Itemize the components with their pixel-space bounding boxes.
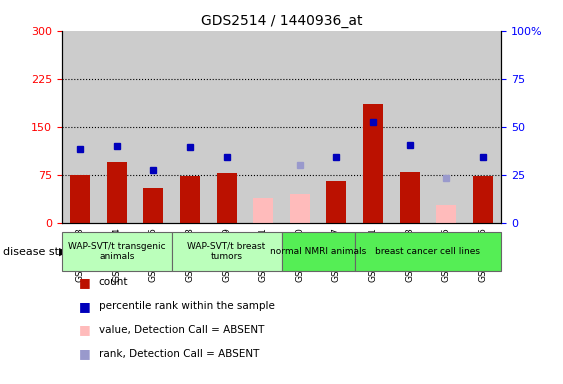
Text: ■: ■ bbox=[79, 323, 91, 336]
Bar bbox=[217, 173, 236, 223]
Bar bbox=[253, 199, 273, 223]
Bar bbox=[391, 31, 428, 223]
Text: WAP-SVT/t transgenic
animals: WAP-SVT/t transgenic animals bbox=[68, 242, 166, 261]
Text: rank, Detection Call = ABSENT: rank, Detection Call = ABSENT bbox=[99, 349, 259, 359]
Bar bbox=[436, 205, 456, 223]
Bar bbox=[172, 31, 208, 223]
Bar bbox=[327, 181, 346, 223]
Bar bbox=[62, 31, 99, 223]
Text: ■: ■ bbox=[79, 300, 91, 313]
Bar bbox=[363, 104, 383, 223]
Text: ■: ■ bbox=[79, 347, 91, 360]
Bar bbox=[208, 31, 245, 223]
Text: value, Detection Call = ABSENT: value, Detection Call = ABSENT bbox=[99, 325, 264, 335]
Bar bbox=[464, 31, 501, 223]
Bar bbox=[400, 172, 419, 223]
Text: count: count bbox=[99, 277, 128, 287]
Bar bbox=[70, 175, 90, 223]
Bar bbox=[428, 31, 464, 223]
Text: ■: ■ bbox=[79, 276, 91, 289]
Text: ▶: ▶ bbox=[59, 247, 67, 257]
Bar bbox=[107, 162, 127, 223]
Text: percentile rank within the sample: percentile rank within the sample bbox=[99, 301, 274, 311]
Bar bbox=[180, 176, 200, 223]
Text: breast cancer cell lines: breast cancer cell lines bbox=[376, 247, 480, 256]
Bar bbox=[473, 176, 493, 223]
Text: disease state: disease state bbox=[3, 247, 77, 257]
Bar bbox=[282, 31, 318, 223]
Title: GDS2514 / 1440936_at: GDS2514 / 1440936_at bbox=[201, 14, 362, 28]
Bar bbox=[135, 31, 172, 223]
Bar bbox=[99, 31, 135, 223]
Bar bbox=[245, 31, 282, 223]
Text: WAP-SVT/t breast
tumors: WAP-SVT/t breast tumors bbox=[187, 242, 266, 261]
Bar bbox=[144, 187, 163, 223]
Bar bbox=[318, 31, 355, 223]
Bar bbox=[290, 194, 310, 223]
Text: normal NMRI animals: normal NMRI animals bbox=[270, 247, 366, 256]
Bar bbox=[355, 31, 391, 223]
